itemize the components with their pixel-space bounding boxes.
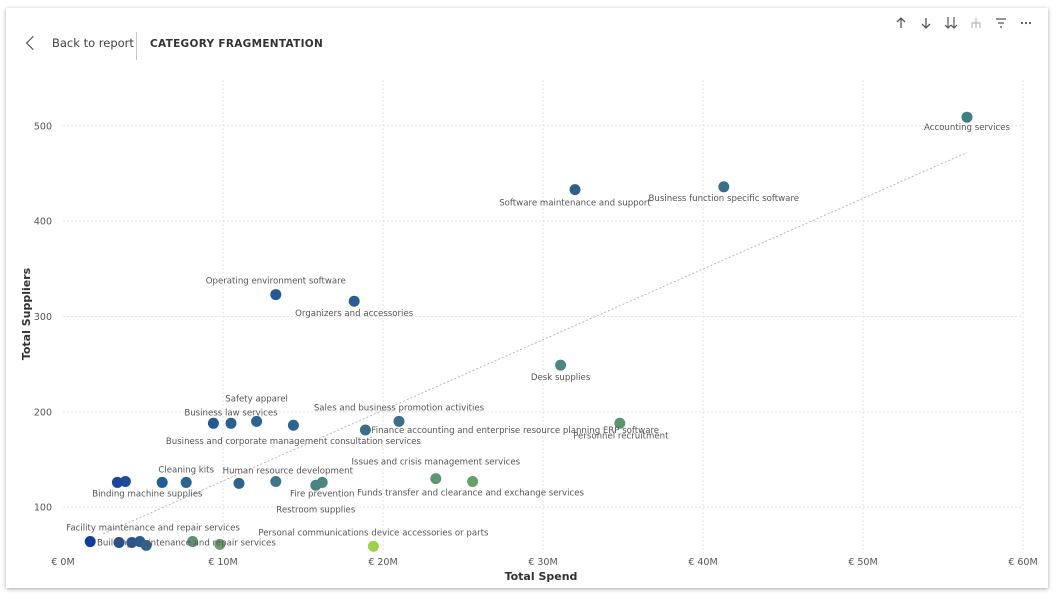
back-to-report-button[interactable]: Back to report [24, 35, 134, 51]
data-point[interactable] [270, 289, 282, 301]
data-label: Business and corporate management consul… [166, 437, 422, 447]
visual-toolbar [888, 12, 1038, 34]
data-point[interactable] [430, 473, 442, 485]
y-axis-title: Total Suppliers [20, 267, 33, 360]
y-tick-label: 200 [34, 407, 52, 418]
data-label: Facility maintenance and repair services [66, 524, 240, 534]
data-point[interactable] [467, 475, 479, 487]
data-label: Safety apparel [225, 394, 288, 404]
data-label: Personal communications device accessori… [258, 528, 489, 538]
page-title: CATEGORY FRAGMENTATION [150, 38, 324, 50]
data-point[interactable] [156, 476, 168, 488]
data-label: Fire prevention [290, 489, 354, 499]
data-point[interactable] [287, 419, 299, 431]
data-label: Sales and business promotion activities [314, 403, 485, 413]
data-point[interactable] [140, 539, 152, 551]
hierarchy-icon[interactable] [963, 12, 988, 34]
data-point[interactable] [113, 537, 125, 549]
x-axis-title: Total Spend [505, 570, 578, 583]
data-point[interactable] [555, 359, 567, 371]
x-tick-label: € 20M [368, 557, 397, 568]
data-point[interactable] [961, 111, 973, 123]
data-point[interactable] [348, 295, 360, 307]
x-tick-label: € 60M [1008, 557, 1037, 568]
report-visual-frame: Back to report CATEGORY FRAGMENTATION [6, 8, 1048, 588]
data-label: Business function specific software [649, 194, 800, 204]
x-tick-label: € 50M [848, 557, 877, 568]
data-label: Accounting services [924, 123, 1011, 133]
data-point[interactable] [225, 417, 237, 429]
y-tick-label: 400 [34, 217, 52, 228]
data-point[interactable] [310, 479, 322, 491]
data-label: Cleaning kits [158, 465, 214, 475]
y-tick-label: 100 [34, 503, 52, 514]
expand-all-down-icon[interactable] [938, 12, 963, 34]
trend-line [102, 152, 968, 535]
data-label: Restroom supplies [276, 505, 356, 515]
x-tick-label: € 10M [208, 557, 237, 568]
data-point[interactable] [718, 181, 730, 193]
data-point[interactable] [393, 415, 405, 427]
data-point[interactable] [569, 184, 581, 196]
data-label: Software maintenance and support [499, 199, 651, 209]
data-point[interactable] [270, 475, 282, 487]
y-tick-label: 300 [34, 312, 52, 323]
data-label: Funds transfer and clearance and exchang… [357, 488, 584, 498]
x-tick-label: € 0M [51, 557, 74, 568]
data-point[interactable] [187, 536, 199, 548]
drill-down-icon[interactable] [913, 12, 938, 34]
data-label: Business law services [184, 408, 278, 418]
header-divider [136, 32, 137, 60]
header: Back to report CATEGORY FRAGMENTATION [6, 8, 1048, 78]
data-point[interactable] [84, 536, 96, 548]
data-label: Human resource development [223, 466, 354, 476]
data-point[interactable] [614, 417, 626, 429]
filter-icon[interactable] [988, 12, 1013, 34]
data-point[interactable] [126, 537, 138, 549]
data-point[interactable] [111, 476, 123, 488]
data-label: Organizers and accessories [295, 309, 414, 319]
data-point[interactable] [233, 477, 245, 489]
data-point[interactable] [214, 538, 226, 550]
data-label: Desk supplies [531, 373, 591, 383]
data-point[interactable] [207, 417, 219, 429]
scatter-chart: Accounting services Software maintenance … [20, 80, 1038, 583]
more-options-icon[interactable] [1013, 12, 1038, 34]
data-label: Binding machine supplies [92, 489, 203, 499]
drill-up-icon[interactable] [888, 12, 913, 34]
data-label: Operating environment software [206, 277, 346, 287]
data-point[interactable] [251, 415, 263, 427]
data-label: Issues and crisis management services [351, 458, 520, 468]
x-tick-label: € 30M [528, 557, 557, 568]
back-to-report-label: Back to report [52, 36, 134, 50]
data-label: Personnel recruitment [573, 431, 669, 441]
y-tick-label: 500 [34, 121, 52, 132]
data-label: Building maintenance and repair services [97, 539, 276, 549]
data-point[interactable] [367, 540, 379, 552]
data-point[interactable] [119, 475, 131, 487]
data-label: Finance accounting and enterprise resour… [371, 426, 659, 436]
data-point[interactable] [359, 424, 371, 436]
data-point[interactable] [180, 476, 192, 488]
x-tick-label: € 40M [688, 557, 717, 568]
